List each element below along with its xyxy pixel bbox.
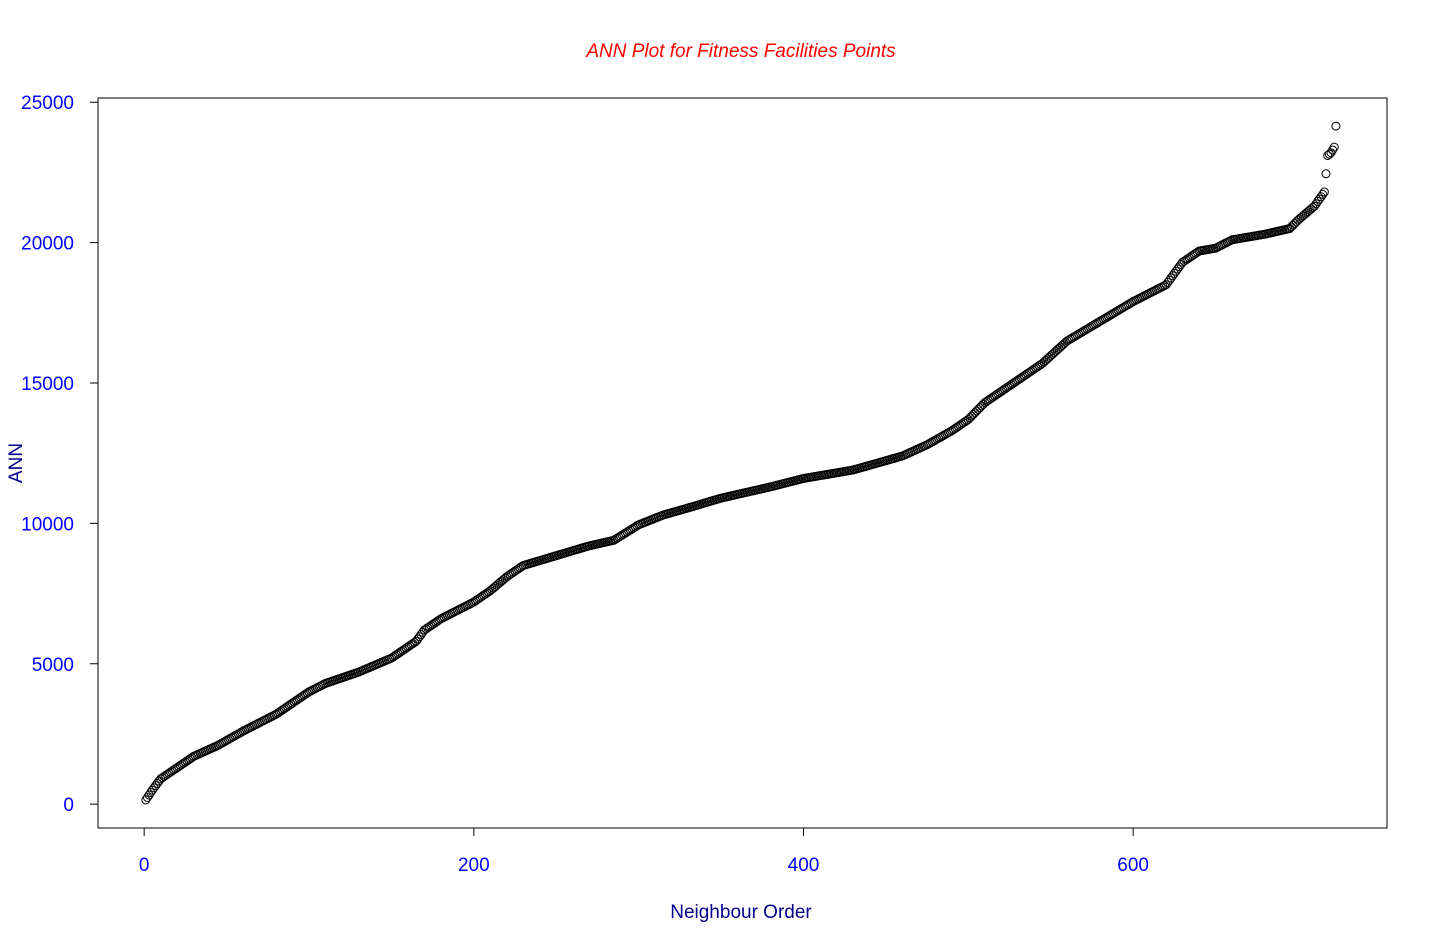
data-point	[1166, 273, 1176, 283]
data-point	[1286, 222, 1296, 232]
data-point	[1168, 271, 1178, 281]
data-point	[1054, 343, 1064, 353]
data-point	[1306, 204, 1316, 214]
data-point	[1169, 268, 1179, 278]
data-point	[151, 781, 161, 791]
data-point	[975, 403, 985, 413]
data-point	[1038, 358, 1047, 368]
data-point	[1164, 275, 1174, 285]
data-point	[418, 627, 428, 637]
data-point	[411, 636, 421, 646]
data-point	[416, 630, 426, 640]
data-point	[147, 785, 157, 795]
chart-title: ANN Plot for Fitness Facilities Points	[585, 41, 896, 62]
data-point	[1159, 281, 1169, 291]
data-point	[1174, 262, 1184, 272]
data-point	[1161, 280, 1171, 290]
data-point	[973, 404, 983, 414]
data-point	[1314, 194, 1324, 204]
x-tick-label: 200	[458, 855, 490, 876]
data-point	[1039, 357, 1049, 367]
data-point	[1051, 346, 1061, 356]
data-point	[142, 792, 152, 802]
y-axis-title: ANN	[6, 443, 27, 483]
data-point	[152, 778, 162, 788]
plot-frame	[97, 97, 1388, 829]
x-tick-label: 0	[139, 855, 150, 876]
data-point	[1052, 345, 1062, 355]
data-point	[144, 790, 154, 800]
data-point	[968, 409, 978, 419]
data-point	[1044, 352, 1054, 362]
data-point	[1309, 201, 1319, 211]
data-point	[967, 411, 977, 421]
data-point	[1056, 342, 1066, 352]
data-point	[1316, 192, 1326, 202]
data-point	[154, 776, 164, 786]
data-point	[972, 406, 982, 416]
data-point	[1049, 348, 1059, 358]
data-point	[1046, 351, 1056, 361]
data-point	[414, 632, 424, 642]
y-tick-label: 25000	[21, 93, 74, 114]
data-point	[1290, 219, 1300, 228]
y-tick-label: 10000	[21, 514, 74, 535]
data-point	[149, 783, 159, 793]
data-point	[409, 637, 419, 647]
y-tick-label: 5000	[32, 655, 74, 676]
data-point	[1319, 187, 1329, 197]
data-point	[1057, 340, 1067, 350]
data-point	[977, 401, 987, 411]
data-point	[1291, 217, 1301, 227]
data-point	[1285, 224, 1295, 234]
data-point	[413, 634, 423, 644]
data-point	[1047, 349, 1057, 359]
data-points	[141, 121, 1341, 805]
y-axis: 0 5000 10000 15000 20000 25000	[21, 93, 99, 816]
data-point	[965, 413, 975, 423]
data-point	[963, 414, 973, 424]
y-tick-label: 15000	[21, 374, 74, 395]
data-point	[1318, 189, 1328, 199]
data-point	[1311, 199, 1321, 209]
data-point	[1163, 277, 1173, 287]
data-point	[1313, 196, 1323, 206]
data-point	[1171, 266, 1181, 276]
data-point	[146, 788, 156, 798]
data-point	[970, 408, 980, 418]
y-tick-label: 20000	[21, 234, 74, 255]
x-tick-label: 600	[1117, 855, 1149, 876]
data-point	[1041, 355, 1051, 365]
x-axis: 0 200 400 600	[139, 827, 1149, 876]
data-point	[1042, 354, 1052, 364]
data-point	[1288, 220, 1298, 230]
data-point	[1328, 145, 1338, 155]
data-point	[1173, 264, 1183, 274]
data-point	[1176, 260, 1186, 269]
data-point	[962, 416, 972, 426]
data-point	[1321, 169, 1331, 179]
x-tick-label: 400	[788, 855, 820, 876]
y-tick-label: 0	[63, 795, 74, 816]
x-axis-title: Neighbour Order	[670, 902, 812, 923]
data-point	[1329, 142, 1339, 152]
data-point	[1323, 151, 1333, 161]
data-point	[141, 795, 151, 805]
data-point	[1331, 121, 1341, 131]
